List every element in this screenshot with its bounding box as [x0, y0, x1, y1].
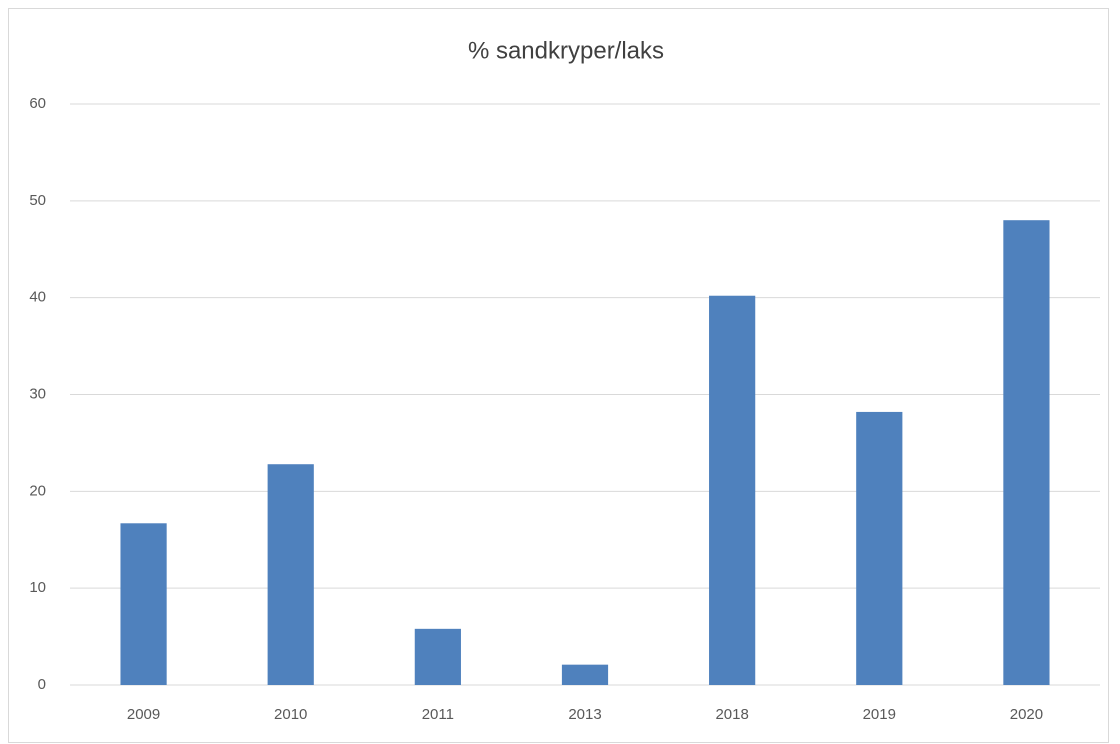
- bar: [709, 295, 756, 685]
- chart-title: % sandkryper/laks: [468, 37, 664, 64]
- bar: [267, 464, 314, 685]
- bar: [120, 523, 167, 685]
- x-tick-label: 2020: [1010, 706, 1043, 723]
- bar: [414, 628, 461, 685]
- bar: [856, 411, 903, 685]
- x-tick-label: 2013: [568, 706, 601, 723]
- y-tick-label: 0: [38, 676, 46, 693]
- y-tick-label: 40: [29, 289, 46, 306]
- y-tick-label: 50: [29, 192, 46, 209]
- bar: [1003, 220, 1050, 685]
- x-tick-label: 2011: [422, 706, 454, 723]
- x-tick-label: 2019: [863, 706, 896, 723]
- y-tick-label: 30: [29, 385, 46, 402]
- chart-frame: [8, 8, 1109, 743]
- bar: [561, 664, 609, 685]
- x-tick-label: 2018: [715, 706, 748, 723]
- x-tick-label: 2010: [274, 706, 307, 723]
- y-tick-label: 10: [29, 579, 46, 596]
- y-tick-label: 60: [29, 95, 46, 112]
- y-tick-label: 20: [29, 482, 46, 499]
- x-tick-label: 2009: [127, 706, 160, 723]
